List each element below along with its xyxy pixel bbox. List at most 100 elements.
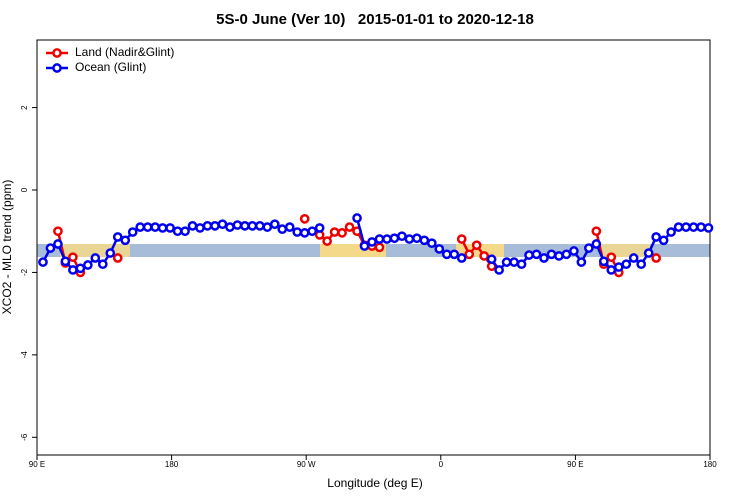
- plot-frame: [36, 39, 711, 456]
- data-point: [262, 222, 273, 232]
- data-point: [554, 251, 564, 261]
- data-point: [636, 259, 647, 270]
- data-point: [598, 256, 609, 267]
- data-point: [479, 251, 490, 261]
- y-tick-label: -6: [20, 433, 29, 441]
- legend-marker: [52, 63, 62, 73]
- data-point: [688, 222, 699, 232]
- data-point: [449, 249, 460, 260]
- data-point: [591, 226, 602, 237]
- data-point: [404, 234, 415, 244]
- data-point: [53, 239, 63, 249]
- data-point: [651, 253, 662, 263]
- data-point: [539, 253, 549, 263]
- data-point: [613, 262, 624, 272]
- data-point: [501, 257, 512, 267]
- data-point: [464, 249, 475, 260]
- data-point: [643, 248, 654, 258]
- data-point: [254, 221, 265, 231]
- x-tick-label: 180: [165, 460, 179, 469]
- data-point: [97, 259, 108, 270]
- data-point: [606, 265, 617, 275]
- y-tick-label: -4: [20, 351, 29, 359]
- legend-marker: [52, 48, 62, 58]
- data-point: [658, 235, 669, 246]
- data-point: [681, 222, 691, 232]
- data-point: [292, 227, 303, 237]
- x-tick-label: 0: [439, 460, 444, 469]
- data-point: [576, 257, 587, 267]
- data-point: [584, 243, 594, 253]
- data-point: [591, 239, 602, 249]
- data-point: [187, 221, 198, 231]
- data-point: [606, 252, 617, 263]
- data-point: [546, 249, 557, 260]
- y-axis-label: XCO2 - MLO trend (ppm): [0, 180, 14, 315]
- legend-label: Ocean (Glint): [75, 60, 146, 74]
- data-point: [90, 253, 101, 263]
- data-point: [412, 233, 422, 244]
- y-tick-label: 0: [20, 187, 29, 192]
- data-point: [105, 248, 116, 258]
- data-point: [247, 221, 258, 231]
- data-point: [75, 263, 86, 274]
- data-point: [621, 259, 632, 270]
- data-point: [150, 222, 160, 232]
- data-point: [531, 249, 542, 260]
- data-point: [419, 235, 430, 246]
- data-point: [352, 213, 362, 223]
- data-point: [202, 221, 213, 231]
- data-point: [509, 257, 519, 267]
- x-axis-label: Longitude (deg E): [327, 476, 422, 490]
- data-point: [374, 234, 385, 244]
- data-point: [434, 244, 445, 254]
- data-point: [329, 227, 340, 237]
- data-point: [561, 249, 572, 260]
- data-point: [569, 246, 579, 256]
- data-point: [120, 235, 131, 246]
- data-point: [397, 231, 407, 242]
- data-point: [494, 265, 504, 275]
- data-point: [225, 222, 235, 232]
- data-point: [165, 223, 175, 233]
- data-point: [172, 226, 183, 237]
- data-point: [696, 222, 706, 232]
- data-point: [142, 222, 153, 232]
- data-point: [68, 265, 78, 275]
- data-point: [180, 226, 190, 237]
- data-point: [112, 232, 123, 242]
- data-point: [284, 222, 295, 232]
- data-point: [269, 219, 280, 230]
- data-point: [299, 214, 310, 224]
- data-point: [456, 234, 467, 244]
- x-tick-label: 180: [703, 460, 717, 469]
- x-tick-label: 90 W: [297, 460, 316, 469]
- data-point: [53, 226, 63, 237]
- data-point: [486, 254, 497, 265]
- chart-title: 5S-0 June (Ver 10) 2015-01-01 to 2020-12…: [216, 11, 534, 28]
- data-point: [456, 253, 467, 263]
- data-point: [127, 227, 138, 237]
- data-point: [82, 260, 93, 270]
- data-point: [45, 243, 56, 253]
- data-point: [307, 226, 318, 237]
- data-point: [68, 252, 78, 263]
- y-tick-label: -2: [20, 268, 29, 276]
- data-point: [441, 249, 452, 260]
- data-point: [337, 228, 347, 238]
- data-point: [195, 223, 205, 233]
- data-point: [359, 241, 370, 251]
- data-point: [314, 223, 325, 233]
- data-point: [367, 237, 377, 247]
- y-tick-label: 2: [20, 105, 29, 110]
- data-point: [703, 223, 714, 233]
- data-point: [651, 232, 662, 242]
- data-point: [60, 256, 71, 267]
- data-point: [38, 257, 48, 267]
- data-point: [426, 238, 437, 249]
- data-point: [471, 240, 482, 251]
- data-point: [210, 221, 220, 231]
- data-point: [277, 224, 288, 235]
- data-point: [516, 259, 527, 270]
